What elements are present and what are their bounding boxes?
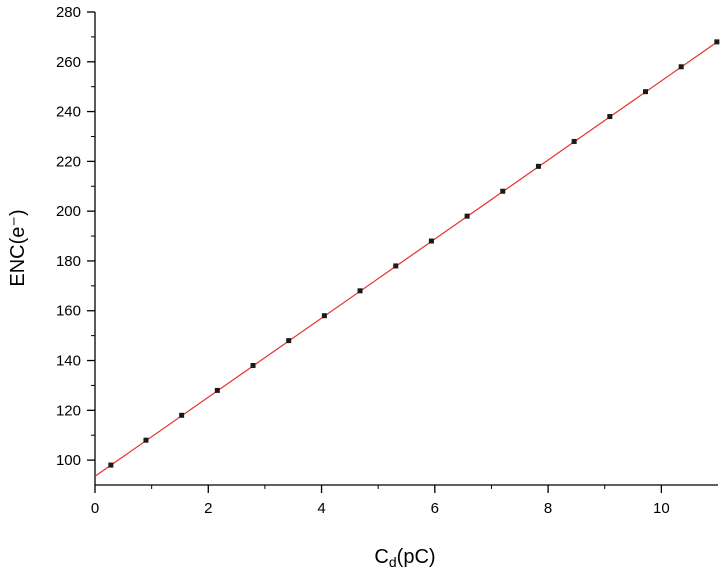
x-axis-title: Cd(pC) (374, 546, 435, 570)
data-point (464, 213, 470, 219)
x-tick-label: 10 (653, 500, 670, 517)
y-axis: 100 120 140 160 180 200 220 240 260 280 (56, 4, 96, 485)
data-point (143, 437, 149, 443)
data-point (607, 114, 613, 120)
data-point (500, 188, 506, 194)
y-tick-label: 240 (56, 104, 81, 121)
data-point (678, 64, 684, 70)
y-tick-label: 200 (56, 203, 81, 220)
y-tick-label: 280 (56, 4, 81, 21)
data-point (321, 313, 327, 319)
y-tick-label: 180 (56, 253, 81, 270)
data-point (179, 412, 185, 418)
y-tick-label: 160 (56, 303, 81, 320)
data-point (250, 363, 256, 369)
y-tick-label: 220 (56, 153, 81, 170)
data-point (535, 163, 541, 169)
data-point (428, 238, 434, 244)
y-tick-label: 100 (56, 452, 81, 469)
y-tick-label: 140 (56, 353, 81, 370)
y-tick-label: 260 (56, 54, 81, 71)
x-axis: 0 2 4 6 8 10 (91, 484, 718, 517)
data-point (357, 288, 363, 294)
y-axis-title: ENC(e⁻) (7, 209, 29, 286)
x-tick-label: 6 (431, 500, 439, 517)
x-tick-label: 8 (544, 500, 552, 517)
data-point (571, 138, 577, 144)
data-point (714, 39, 720, 45)
data-point (393, 263, 399, 269)
x-tick-label: 4 (317, 500, 325, 517)
data-point (214, 387, 220, 393)
data-points (108, 39, 720, 468)
data-point (286, 338, 292, 344)
y-tick-label: 120 (56, 402, 81, 419)
x-tick-label: 2 (204, 500, 212, 517)
data-point (108, 462, 114, 468)
data-point (643, 89, 649, 95)
fit-line (94, 40, 719, 477)
x-tick-label: 0 (91, 500, 99, 517)
